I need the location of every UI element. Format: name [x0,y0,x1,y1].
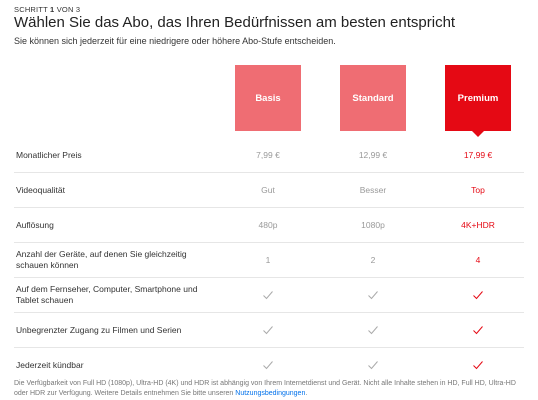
cell-premium: 4K+HDR [461,220,495,230]
plan-basis-label: Basis [255,92,281,104]
terms-link[interactable]: Nutzungsbedingungen [235,389,306,397]
page-title: Wählen Sie das Abo, das Ihren Bedürfniss… [14,14,456,31]
table-row: Videoqualität Gut Besser Top [14,173,524,208]
step-current: 1 [50,5,55,14]
table-row: Anzahl der Geräte, auf denen Sie gleichz… [14,243,524,278]
cell-basis: Gut [261,185,275,195]
footnote-end: . [305,389,308,397]
table-row: Monatlicher Preis 7,99 € 12,99 € 17,99 € [14,138,524,173]
table-row: Auf dem Fernseher, Computer, Smartphone … [14,278,524,313]
cell-premium: 17,99 € [463,150,493,160]
table-row: Unbegrenzter Zugang zu Filmen und Serien [14,313,524,348]
cell-standard: 2 [370,255,376,265]
step-prefix: SCHRITT [14,5,51,14]
row-label: Monatlicher Preis [16,149,82,160]
check-icon [235,313,301,347]
check-icon [340,348,406,382]
check-icon [445,313,511,347]
plan-premium-button[interactable]: Premium [445,65,511,137]
check-icon [235,348,301,382]
cell-basis: 480p [258,220,278,230]
step-indicator: SCHRITT 1 VON 3 [14,5,80,14]
plan-standard-button[interactable]: Standard [340,65,406,131]
row-label: Jederzeit kündbar [16,359,84,370]
plan-basis-button[interactable]: Basis [235,65,301,131]
row-label: Anzahl der Geräte, auf denen Sie gleichz… [16,249,187,270]
step-suffix: VON 3 [54,5,81,14]
check-icon [340,313,406,347]
footnote: Die Verfügbarkeit von Full HD (1080p), U… [14,379,526,398]
cell-standard: 1080p [361,220,385,230]
check-icon [445,278,511,312]
cell-premium: 4 [475,255,481,265]
row-label: Auflösung [16,219,54,230]
row-label: Auf dem Fernseher, Computer, Smartphone … [16,284,198,305]
cell-premium: Top [471,185,485,195]
cell-standard: Besser [359,185,387,195]
check-icon [235,278,301,312]
table-row: Jederzeit kündbar [14,348,524,382]
plan-standard-label: Standard [352,92,394,104]
check-icon [340,278,406,312]
row-label: Videoqualität [16,184,65,195]
table-row: Auflösung 480p 1080p 4K+HDR [14,208,524,243]
footnote-text: Die Verfügbarkeit von Full HD (1080p), U… [14,380,516,397]
plan-premium-label: Premium [457,92,499,104]
cell-standard: 12,99 € [358,150,388,160]
cell-basis: 1 [265,255,271,265]
cell-basis: 7,99 € [256,150,280,160]
page-subtitle: Sie können sich jederzeit für eine niedr… [14,36,336,46]
check-icon [445,348,511,382]
row-label: Unbegrenzter Zugang zu Filmen und Serien [16,324,182,335]
plan-comparison-table: Monatlicher Preis 7,99 € 12,99 € 17,99 € Vid… [14,138,524,382]
plan-selector: Basis Standard Premium [0,65,538,145]
